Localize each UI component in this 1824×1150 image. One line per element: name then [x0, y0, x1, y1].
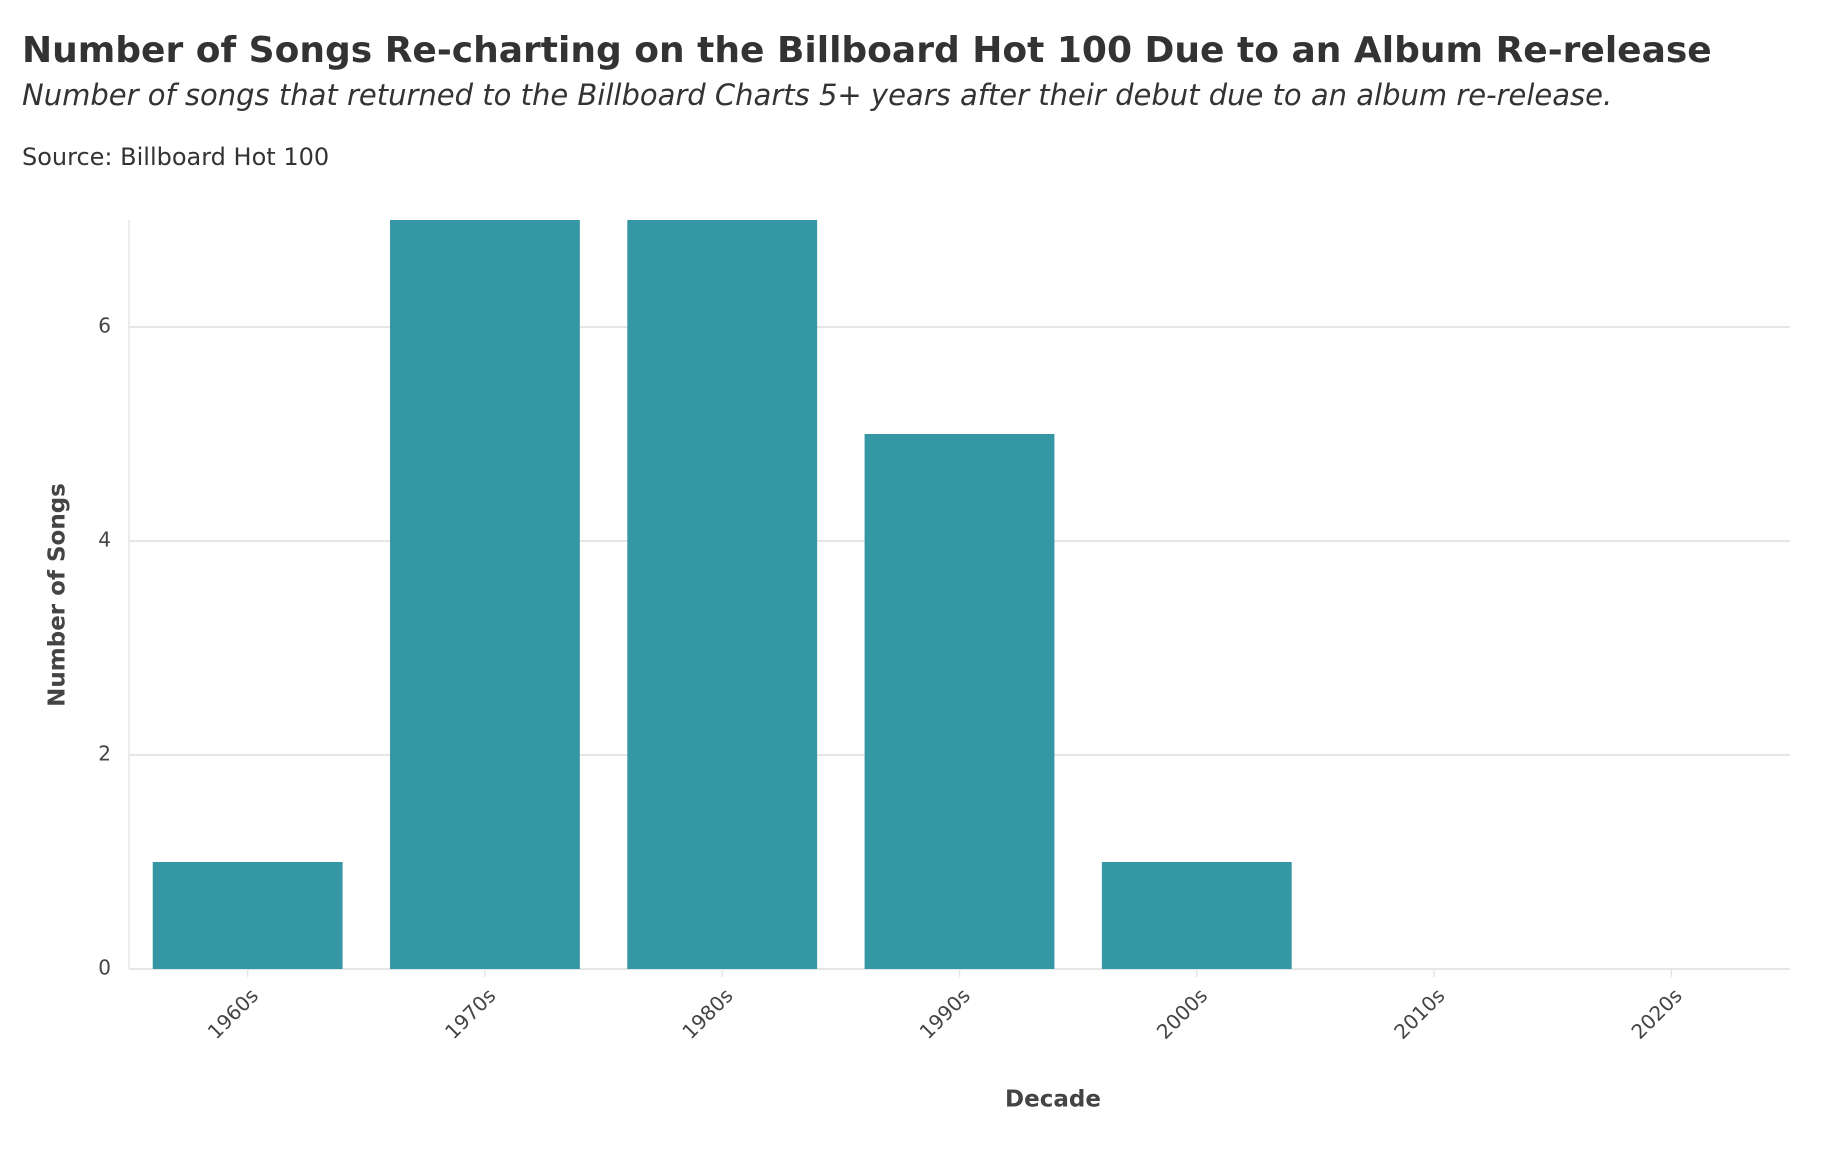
bar: [627, 220, 818, 969]
chart-subtitle: Number of songs that returned to the Bil…: [22, 78, 1612, 112]
y-tick-label: 2: [98, 742, 111, 766]
y-axis-label: Number of Songs: [45, 483, 71, 707]
x-tick-label: 2000s: [1152, 983, 1212, 1043]
chart-source: Source: Billboard Hot 100: [22, 143, 329, 171]
bar: [390, 220, 580, 969]
x-tick-label: 1990s: [915, 983, 975, 1043]
chart-title: Number of Songs Re-charting on the Billb…: [22, 30, 1712, 71]
y-tick-label: 4: [98, 528, 111, 552]
bar: [1101, 862, 1292, 969]
x-tick-label: 1970s: [440, 983, 500, 1043]
x-tick-label: 2020s: [1626, 983, 1686, 1043]
y-tick-label: 6: [98, 314, 111, 338]
bar: [864, 434, 1055, 969]
x-tick-label: 1980s: [677, 983, 737, 1043]
x-tick-label: 2010s: [1389, 983, 1449, 1043]
x-tick-label: 1960s: [203, 983, 263, 1043]
y-tick-label: 0: [98, 956, 111, 980]
bar: [152, 862, 343, 969]
x-axis-label: Decade: [1005, 1087, 1101, 1113]
